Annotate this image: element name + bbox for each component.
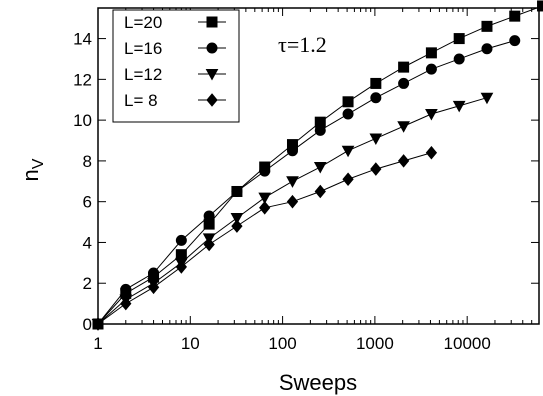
legend-label: L= 8 xyxy=(124,91,158,110)
legend-marker xyxy=(205,69,219,81)
data-point xyxy=(370,92,382,104)
data-point xyxy=(314,184,326,199)
series-4 xyxy=(92,145,438,331)
y-tick-label: 12 xyxy=(73,70,92,89)
legend-marker xyxy=(206,93,218,107)
legend: L=20 L=16 L=12 L= 8 xyxy=(112,9,240,123)
data-point xyxy=(369,133,383,146)
data-point xyxy=(453,33,465,45)
data-point xyxy=(397,154,410,168)
data-point xyxy=(286,194,299,209)
annotation-tau: τ=1.2 xyxy=(278,32,327,57)
data-point xyxy=(231,219,243,233)
x-tick-label: 100 xyxy=(268,334,296,353)
data-point xyxy=(480,92,494,105)
data-point xyxy=(203,237,215,252)
y-tick-label: 4 xyxy=(83,233,92,252)
legend-box xyxy=(112,9,240,123)
data-point xyxy=(509,35,521,47)
y-tick-label: 10 xyxy=(73,111,92,130)
data-point xyxy=(425,145,438,160)
y-axis-label-subscript: V xyxy=(30,158,47,169)
data-point xyxy=(452,100,466,113)
data-point xyxy=(203,210,215,222)
data-point xyxy=(120,296,132,311)
data-point xyxy=(398,61,410,73)
data-point xyxy=(481,43,493,55)
legend-label: L=16 xyxy=(124,39,162,58)
data-point xyxy=(147,280,160,295)
data-point xyxy=(342,172,354,187)
series-line xyxy=(97,40,515,325)
data-point xyxy=(313,162,327,174)
data-point xyxy=(453,53,465,65)
y-tick-label: 0 xyxy=(83,315,92,334)
series-3 xyxy=(91,92,494,331)
data-point xyxy=(425,109,438,121)
data-point xyxy=(230,212,244,225)
data-point xyxy=(259,165,271,177)
data-point xyxy=(120,283,132,295)
data-point xyxy=(286,145,298,157)
data-point xyxy=(314,124,326,136)
x-tick-label: 10 xyxy=(181,334,200,353)
data-point xyxy=(286,176,299,188)
legend-marker xyxy=(206,16,218,28)
data-point xyxy=(258,192,272,205)
data-point xyxy=(397,121,410,133)
legend-label: L=12 xyxy=(124,65,162,84)
data-point xyxy=(370,162,382,176)
x-tick-label: 1000 xyxy=(356,334,394,353)
y-tick-label: 14 xyxy=(73,30,92,49)
legend-entry: L=12 xyxy=(124,65,226,84)
legend-entry: L= 8 xyxy=(124,91,226,110)
y-tick-label: 8 xyxy=(83,152,92,171)
y-tick-label: 2 xyxy=(83,274,92,293)
legend-marker xyxy=(206,42,218,54)
data-point xyxy=(175,260,188,274)
legend-entry: L=16 xyxy=(124,39,226,58)
data-point xyxy=(509,10,521,22)
data-point xyxy=(425,63,437,75)
y-axis-label-main: n xyxy=(18,169,43,181)
data-point xyxy=(398,77,410,89)
series-line xyxy=(97,152,432,325)
plot-frame xyxy=(97,7,540,325)
data-point xyxy=(259,201,271,215)
legend-label: L=20 xyxy=(124,13,162,32)
y-tick-label: 6 xyxy=(83,193,92,212)
y-axis-label: nV xyxy=(18,158,47,181)
data-point xyxy=(148,267,160,279)
data-point xyxy=(342,108,354,120)
x-tick-label: 1 xyxy=(93,334,102,353)
x-tick-label: 10000 xyxy=(444,334,491,353)
data-point xyxy=(341,145,355,158)
data-point xyxy=(175,234,187,246)
series-group xyxy=(91,0,543,331)
data-point xyxy=(231,185,243,197)
x-axis-label: Sweeps xyxy=(279,370,357,395)
legend-entry: L=20 xyxy=(124,13,226,32)
svg-text:nV: nV xyxy=(18,158,47,181)
data-point xyxy=(370,77,382,89)
data-point xyxy=(342,96,354,108)
data-point xyxy=(425,47,437,59)
data-point xyxy=(481,20,493,32)
